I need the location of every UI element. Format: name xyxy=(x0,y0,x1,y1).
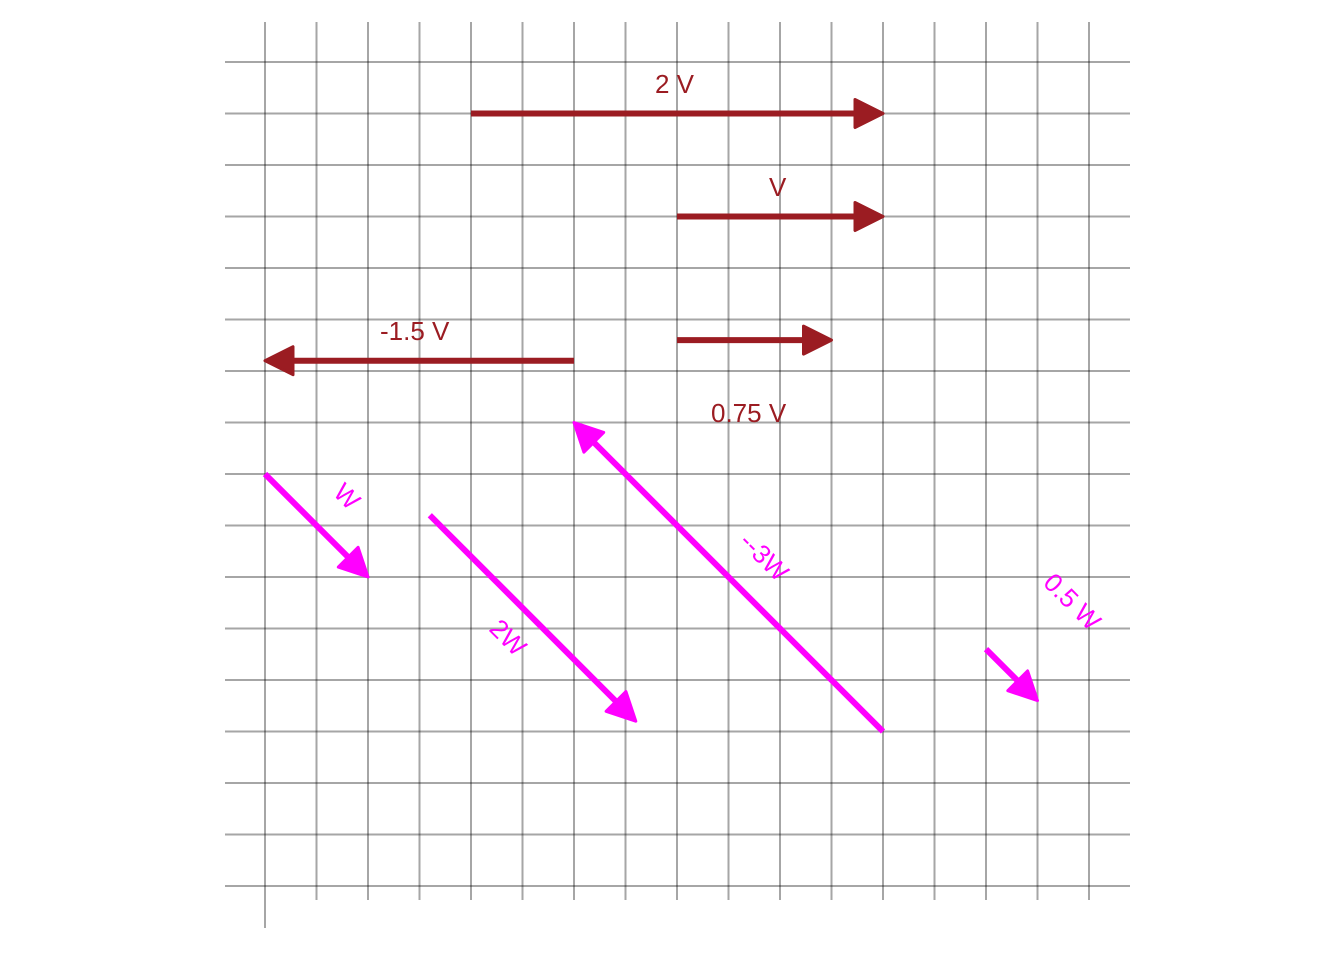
vector-shaft xyxy=(427,513,621,707)
vector-v-1 xyxy=(677,201,885,232)
vector-v-2 xyxy=(471,98,885,129)
vector-w-2 xyxy=(427,513,638,723)
label-2v: 2 V xyxy=(655,69,695,99)
vector-shaft xyxy=(983,646,1023,686)
arrowhead-icon xyxy=(572,421,606,454)
label-neg1-5v: -1.5 V xyxy=(380,316,450,346)
vector-shaft xyxy=(262,471,354,563)
arrowhead-icon xyxy=(1006,669,1039,703)
vector-w-neg3 xyxy=(572,421,886,734)
arrowhead-icon xyxy=(604,690,638,723)
grid xyxy=(225,22,1130,928)
arrowhead-icon xyxy=(263,345,295,377)
label-0-75v: 0.75 V xyxy=(711,398,787,428)
arrowhead-icon xyxy=(802,324,833,356)
vector-v-0-75 xyxy=(677,324,833,356)
label-v: V xyxy=(769,172,787,202)
arrowhead-icon xyxy=(853,98,885,129)
label-w: W xyxy=(328,477,367,516)
arrowhead-icon xyxy=(853,201,885,232)
label-2w: 2W xyxy=(484,613,533,662)
vector-w-0-5 xyxy=(983,646,1039,703)
vector-v-neg1-5 xyxy=(263,345,574,377)
vector-w-1 xyxy=(262,471,370,579)
vectors-layer xyxy=(262,98,1039,734)
label-neg3w: --3W xyxy=(734,526,795,587)
vector-shaft xyxy=(588,437,886,734)
arrowhead-icon xyxy=(336,545,370,579)
